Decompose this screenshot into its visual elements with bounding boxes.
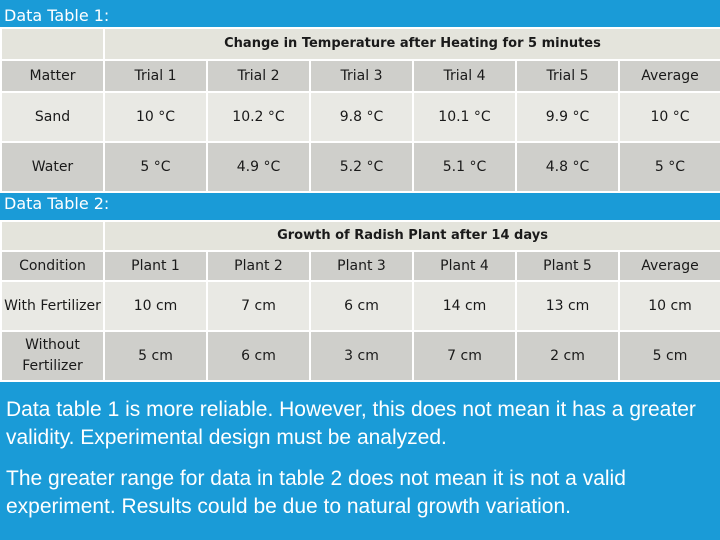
- column-header: Matter: [0, 59, 105, 93]
- table-cell: 7 cm: [206, 280, 311, 332]
- table-cell: 5 °C: [618, 141, 720, 193]
- table-cell: 13 cm: [515, 280, 620, 332]
- table-row: Sand 10 °C 10.2 °C 9.8 °C 10.1 °C 9.9 °C…: [0, 91, 720, 143]
- table-cell: 6 cm: [206, 330, 311, 382]
- table-title-row: Change in Temperature after Heating for …: [0, 27, 720, 61]
- column-header: Plant 4: [412, 250, 517, 282]
- table-cell: 10 °C: [103, 91, 208, 143]
- table-cell: 10.2 °C: [206, 91, 311, 143]
- table-cell: 3 cm: [309, 330, 414, 382]
- table-cell: 14 cm: [412, 280, 517, 332]
- table-cell: Without Fertilizer: [0, 330, 105, 382]
- column-header: Plant 5: [515, 250, 620, 282]
- column-header: Trial 4: [412, 59, 517, 93]
- table-row: Water 5 °C 4.9 °C 5.2 °C 5.1 °C 4.8 °C 5…: [0, 141, 720, 193]
- table-cell: With Fertilizer: [0, 280, 105, 332]
- column-header: Trial 2: [206, 59, 311, 93]
- table-cell: 9.8 °C: [309, 91, 414, 143]
- column-header: Average: [617, 250, 720, 282]
- table-cell: Water: [0, 141, 105, 193]
- blank-cell: [0, 220, 105, 252]
- column-header: Average: [618, 59, 720, 93]
- table-cell: 2 cm: [515, 330, 620, 382]
- table-cell: 7 cm: [412, 330, 517, 382]
- column-header: Plant 3: [309, 250, 414, 282]
- table-cell: 10 cm: [617, 280, 720, 332]
- table2-title: Growth of Radish Plant after 14 days: [102, 220, 720, 252]
- table-cell: 5.1 °C: [412, 141, 517, 193]
- growth-table: Growth of Radish Plant after 14 days Con…: [0, 220, 720, 382]
- table-cell: 6 cm: [309, 280, 414, 332]
- table-cell: 10 °C: [618, 91, 720, 143]
- table-cell: 4.8 °C: [515, 141, 620, 193]
- table-title-row: Growth of Radish Plant after 14 days: [0, 220, 720, 252]
- column-header: Condition: [0, 250, 105, 282]
- table-cell: 5 °C: [103, 141, 208, 193]
- column-header: Trial 5: [515, 59, 620, 93]
- table-cell: 5.2 °C: [309, 141, 414, 193]
- column-header: Trial 3: [309, 59, 414, 93]
- table-row: With Fertilizer 10 cm 7 cm 6 cm 14 cm 13…: [0, 280, 720, 332]
- table-cell: Sand: [0, 91, 105, 143]
- column-header: Plant 2: [206, 250, 311, 282]
- table-cell: 9.9 °C: [515, 91, 620, 143]
- table-header-row: Matter Trial 1 Trial 2 Trial 3 Trial 4 T…: [0, 59, 720, 93]
- table-cell: 10.1 °C: [412, 91, 517, 143]
- table-cell: 5 cm: [103, 330, 208, 382]
- blank-cell: [0, 27, 105, 61]
- column-header: Plant 1: [103, 250, 208, 282]
- table1-title: Change in Temperature after Heating for …: [103, 27, 720, 61]
- note-validity: The greater range for data in table 2 do…: [6, 467, 626, 518]
- table-header-row: Condition Plant 1 Plant 2 Plant 3 Plant …: [0, 250, 720, 282]
- table2-caption: Data Table 2:: [4, 194, 110, 213]
- table-row: Without Fertilizer 5 cm 6 cm 3 cm 7 cm 2…: [0, 330, 720, 382]
- note-reliability: Data table 1 is more reliable. However, …: [6, 398, 696, 449]
- column-header: Trial 1: [103, 59, 208, 93]
- table-cell: 5 cm: [617, 330, 720, 382]
- table-cell: 10 cm: [103, 280, 208, 332]
- table1-caption: Data Table 1:: [4, 6, 110, 25]
- table-cell: 4.9 °C: [206, 141, 311, 193]
- temperature-table: Change in Temperature after Heating for …: [0, 27, 720, 193]
